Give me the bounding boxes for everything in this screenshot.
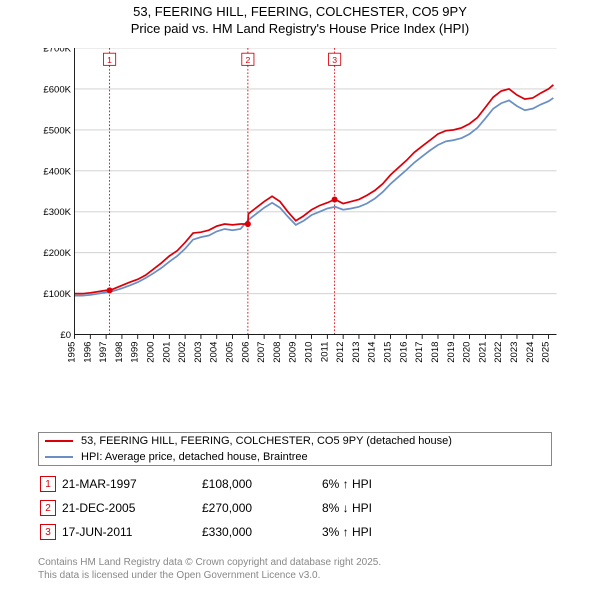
- svg-text:£600K: £600K: [43, 84, 71, 95]
- sale-date: 21-DEC-2005: [62, 501, 202, 515]
- svg-text:2018: 2018: [430, 342, 441, 363]
- svg-text:2009: 2009: [288, 342, 299, 363]
- sales-row: 3 17-JUN-2011 £330,000 3% ↑ HPI: [38, 520, 550, 544]
- svg-text:2024: 2024: [525, 341, 536, 363]
- sale-delta: 8% ↓ HPI: [322, 501, 442, 515]
- footer-attribution: Contains HM Land Registry data © Crown c…: [38, 556, 381, 582]
- svg-text:1998: 1998: [114, 342, 125, 363]
- svg-text:2021: 2021: [477, 342, 488, 363]
- svg-text:2016: 2016: [398, 342, 409, 363]
- legend-swatch: [45, 440, 73, 442]
- svg-text:2: 2: [245, 55, 250, 65]
- svg-text:2025: 2025: [541, 342, 552, 363]
- sale-date: 17-JUN-2011: [62, 525, 202, 539]
- svg-text:2012: 2012: [335, 342, 346, 363]
- sale-date: 21-MAR-1997: [62, 477, 202, 491]
- svg-text:1995: 1995: [67, 342, 78, 363]
- chart-title-block: 53, FEERING HILL, FEERING, COLCHESTER, C…: [0, 0, 600, 38]
- svg-text:2010: 2010: [304, 342, 315, 363]
- title-line-1: 53, FEERING HILL, FEERING, COLCHESTER, C…: [0, 4, 600, 21]
- svg-text:£400K: £400K: [43, 166, 71, 177]
- svg-text:2023: 2023: [509, 342, 520, 363]
- svg-text:£300K: £300K: [43, 207, 71, 218]
- svg-text:1996: 1996: [82, 342, 93, 363]
- footer-line-1: Contains HM Land Registry data © Crown c…: [38, 556, 381, 569]
- price-chart: £0 £100K £200K £300K £400K £500K £600K £700K 199…: [38, 48, 593, 378]
- svg-text:£500K: £500K: [43, 125, 71, 136]
- svg-text:2007: 2007: [256, 342, 267, 363]
- svg-text:2008: 2008: [272, 342, 283, 363]
- svg-text:2005: 2005: [225, 342, 236, 363]
- sale-marker-icon: 2: [40, 500, 56, 516]
- svg-text:2006: 2006: [240, 342, 251, 363]
- svg-text:2020: 2020: [462, 342, 473, 363]
- svg-text:1999: 1999: [130, 342, 141, 363]
- sale-price: £270,000: [202, 501, 322, 515]
- sale-price: £108,000: [202, 477, 322, 491]
- svg-text:2000: 2000: [146, 342, 157, 363]
- svg-text:3: 3: [332, 55, 337, 65]
- legend-label: HPI: Average price, detached house, Brai…: [81, 451, 308, 463]
- svg-text:2002: 2002: [177, 342, 188, 363]
- sale-marker-icon: 3: [40, 524, 56, 540]
- sales-table: 1 21-MAR-1997 £108,000 6% ↑ HPI 2 21-DEC…: [38, 472, 550, 544]
- sales-row: 2 21-DEC-2005 £270,000 8% ↓ HPI: [38, 496, 550, 520]
- svg-text:2001: 2001: [161, 342, 172, 363]
- sale-delta: 6% ↑ HPI: [322, 477, 442, 491]
- svg-text:1997: 1997: [98, 342, 109, 363]
- legend-item: 53, FEERING HILL, FEERING, COLCHESTER, C…: [39, 433, 551, 449]
- svg-text:2014: 2014: [367, 341, 378, 363]
- svg-text:2004: 2004: [209, 341, 220, 363]
- legend-item: HPI: Average price, detached house, Brai…: [39, 449, 551, 465]
- svg-text:2022: 2022: [493, 342, 504, 363]
- footer-line-2: This data is licensed under the Open Gov…: [38, 569, 381, 582]
- sales-row: 1 21-MAR-1997 £108,000 6% ↑ HPI: [38, 472, 550, 496]
- legend-label: 53, FEERING HILL, FEERING, COLCHESTER, C…: [81, 435, 452, 447]
- svg-text:£100K: £100K: [43, 289, 71, 300]
- svg-text:2003: 2003: [193, 342, 204, 363]
- svg-text:2017: 2017: [414, 342, 425, 363]
- svg-text:2019: 2019: [446, 342, 457, 363]
- svg-text:£0: £0: [60, 330, 71, 341]
- svg-text:1: 1: [107, 55, 112, 65]
- legend: 53, FEERING HILL, FEERING, COLCHESTER, C…: [38, 432, 552, 466]
- svg-text:£200K: £200K: [43, 248, 71, 259]
- svg-text:2015: 2015: [383, 342, 394, 363]
- svg-text:2011: 2011: [319, 342, 330, 363]
- sale-price: £330,000: [202, 525, 322, 539]
- sale-delta: 3% ↑ HPI: [322, 525, 442, 539]
- sale-marker-icon: 1: [40, 476, 56, 492]
- svg-text:£700K: £700K: [43, 48, 71, 54]
- title-line-2: Price paid vs. HM Land Registry's House …: [0, 21, 600, 38]
- svg-text:2013: 2013: [351, 342, 362, 363]
- legend-swatch: [45, 456, 73, 458]
